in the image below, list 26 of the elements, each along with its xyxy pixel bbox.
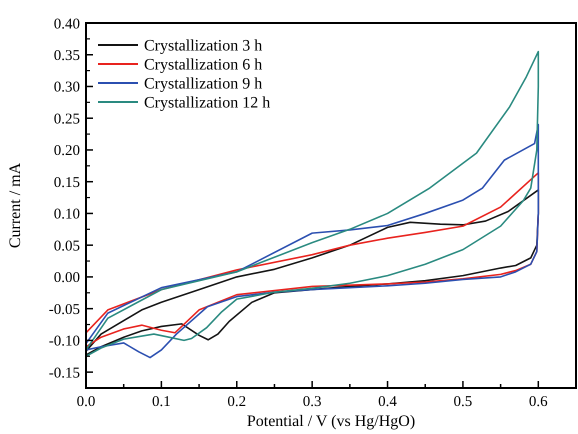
- legend-label: Crystallization 9 h: [144, 76, 262, 93]
- y-axis-title: Current / mA: [7, 162, 24, 248]
- legend-label: Crystallization 6 h: [144, 56, 262, 74]
- line-series: [85, 124, 540, 358]
- x-tick-label: 0.3: [302, 394, 322, 410]
- x-tick-label: 0.4: [378, 394, 398, 410]
- y-tick-label: 0.40: [54, 16, 80, 32]
- y-tick-label: 0.25: [54, 111, 80, 128]
- x-tick-label: 0.0: [76, 394, 96, 410]
- y-tick-label: -0.15: [48, 365, 80, 382]
- y-tick-label: 0.15: [54, 174, 80, 191]
- y-tick-label: 0.30: [54, 80, 80, 96]
- y-tick-label: 0.35: [54, 48, 80, 64]
- y-tick-label: -0.05: [48, 302, 80, 318]
- x-tick-label: 0.6: [528, 394, 548, 410]
- x-tick-label: 0.1: [152, 394, 171, 410]
- y-tick-label: 0.05: [54, 238, 80, 254]
- x-axis-title: Potential / V (vs Hg/HgO): [246, 413, 416, 430]
- x-tick-label: 0.5: [454, 394, 472, 410]
- y-tick-label: 0.20: [54, 143, 80, 160]
- y-tick-label: 0.10: [54, 206, 80, 223]
- legend-label: Crystallization 3 h: [144, 38, 262, 55]
- x-tick-label: 0.2: [227, 394, 246, 410]
- y-tick-label: 0.00: [54, 270, 80, 286]
- legend-label: Crystallization 12 h: [144, 94, 270, 112]
- y-tick-label: -0.10: [48, 334, 80, 350]
